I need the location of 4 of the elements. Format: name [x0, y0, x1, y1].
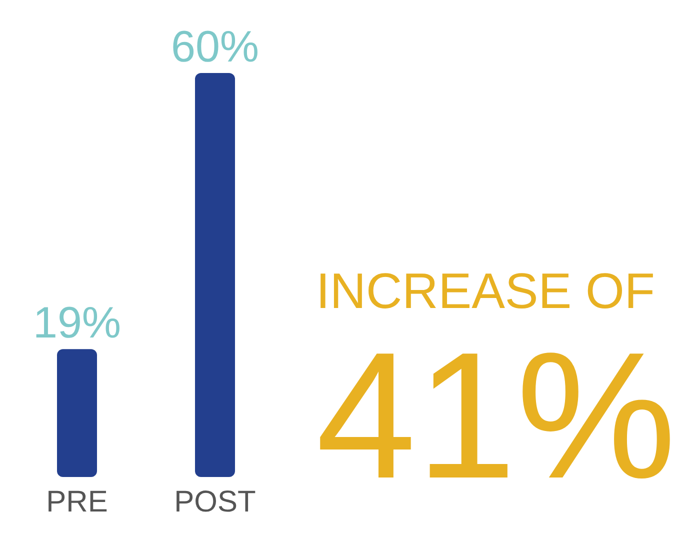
x-tick-label: PRE [46, 486, 108, 518]
data-label: 60% [170, 22, 260, 72]
x-tick-label: POST [174, 486, 256, 518]
data-label: 19% [32, 298, 122, 348]
